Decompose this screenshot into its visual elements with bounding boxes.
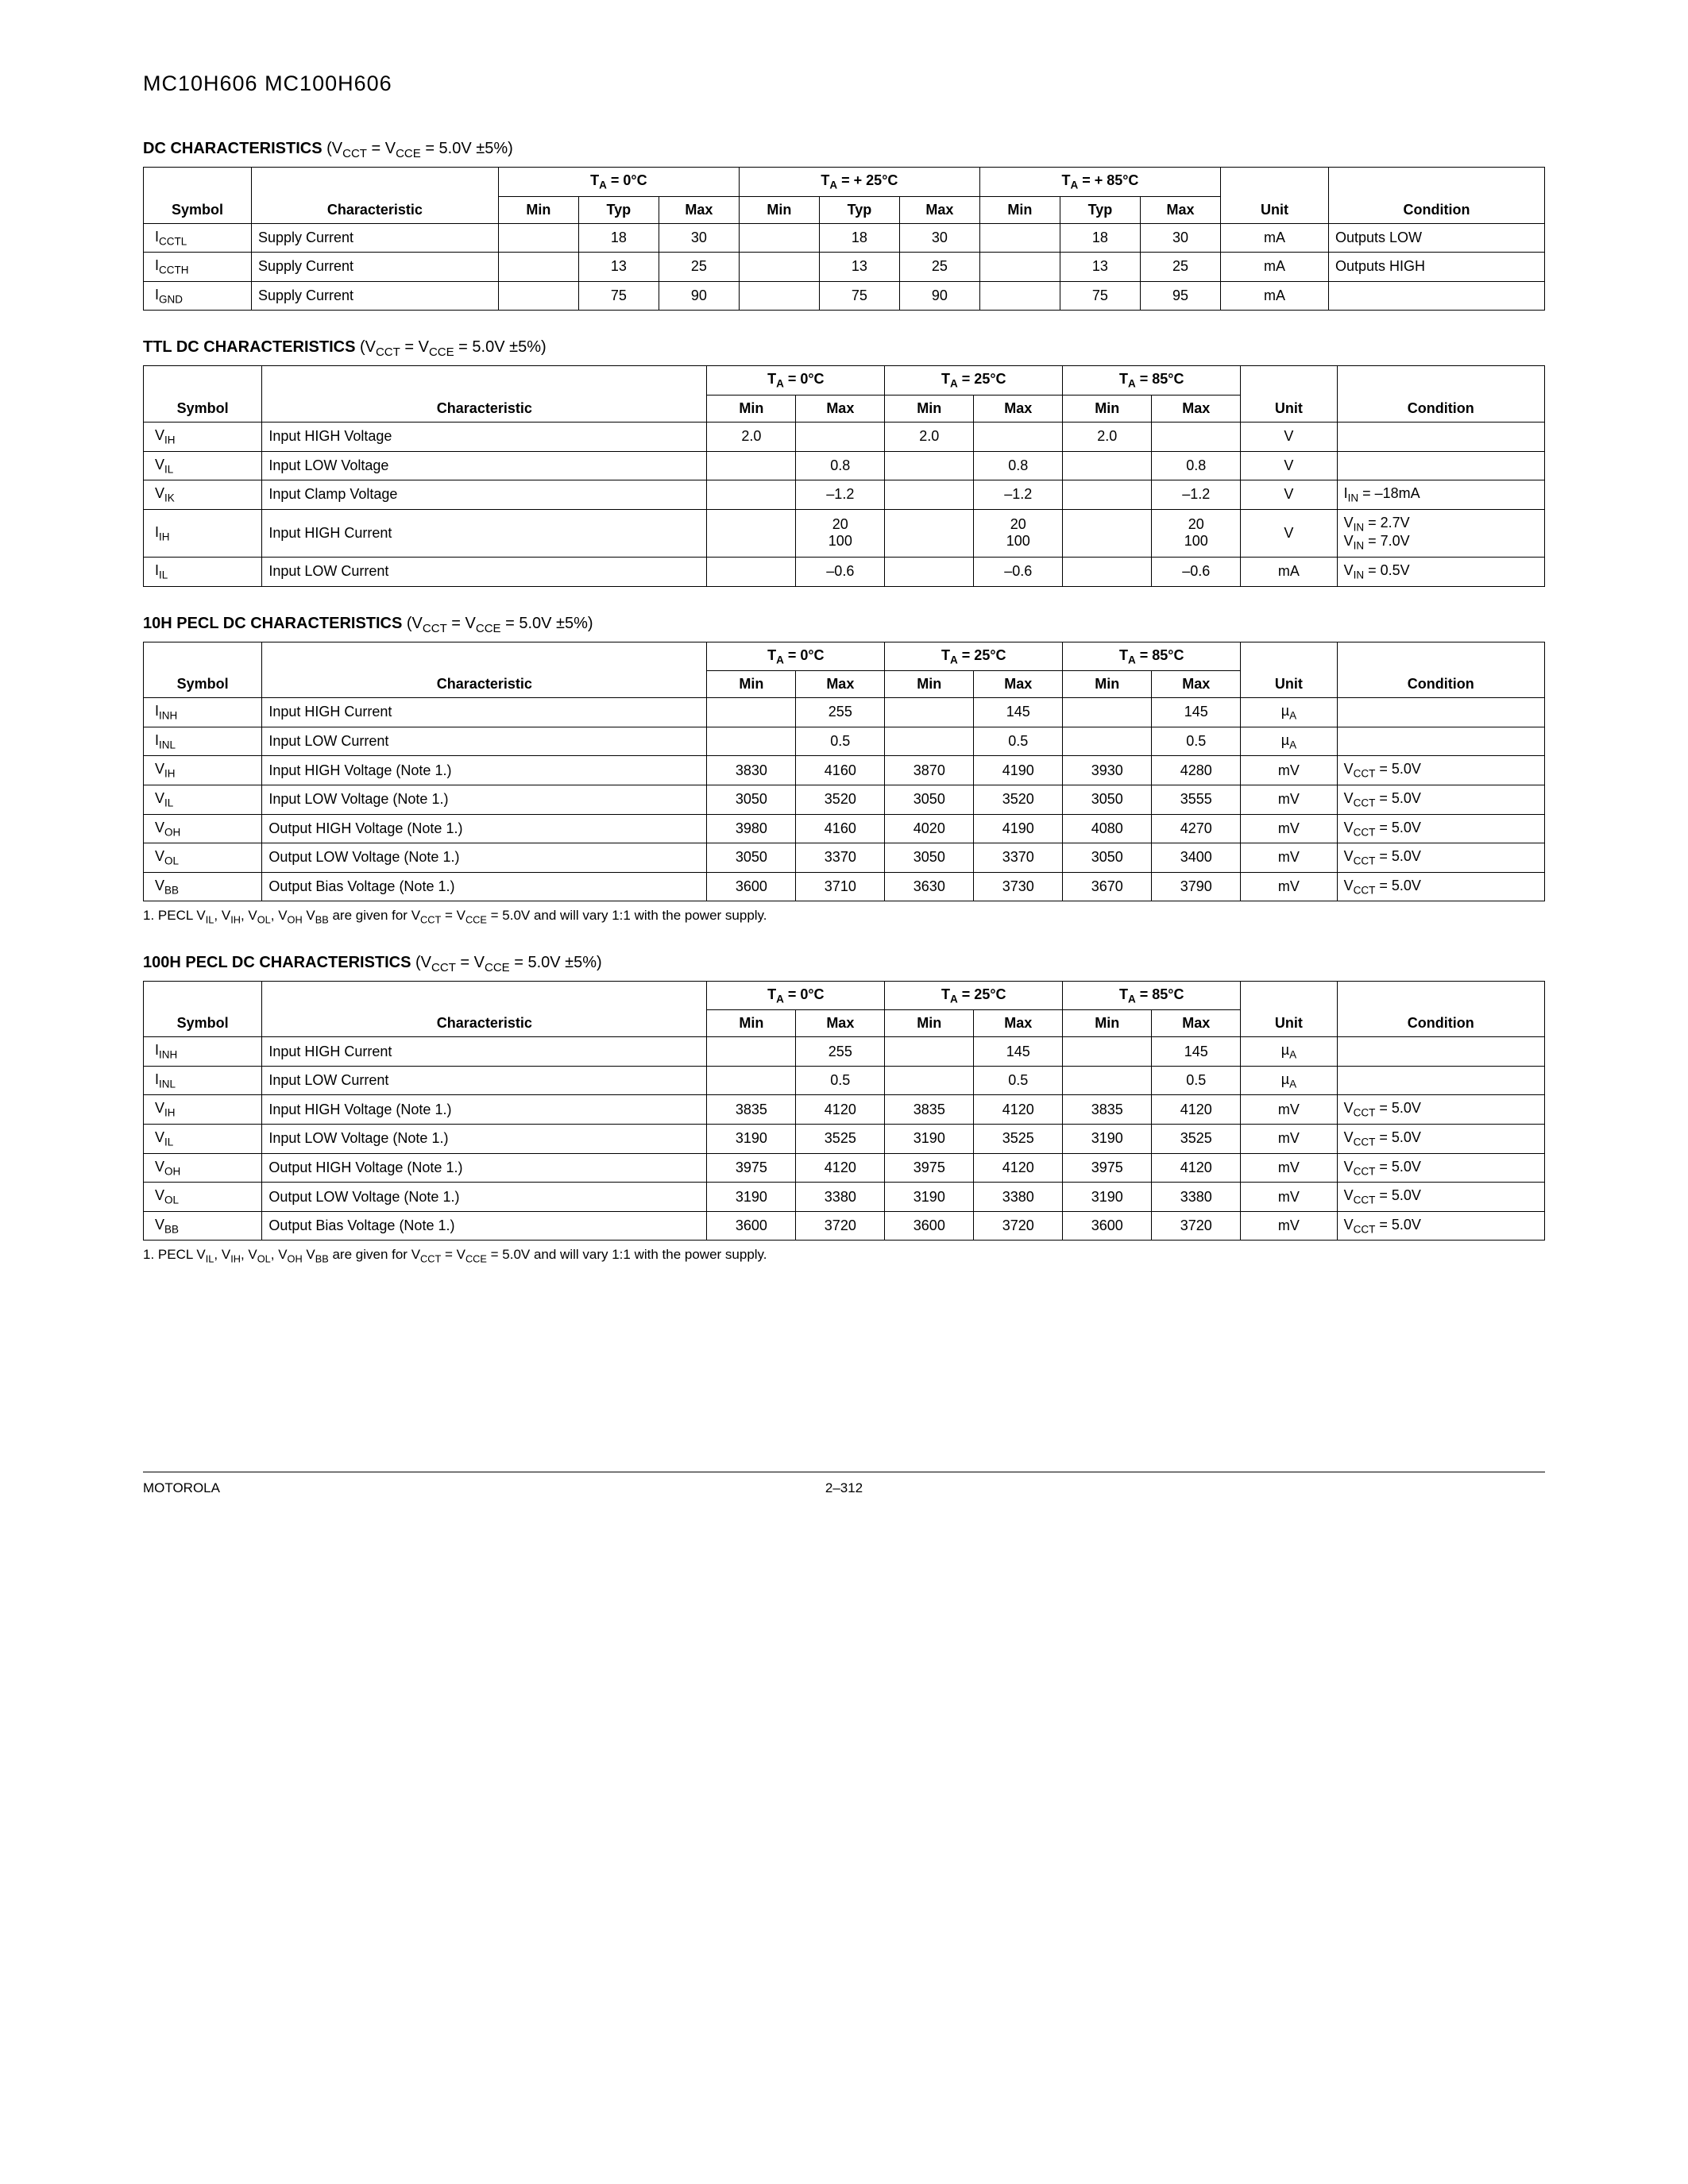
section-pecl100h: 100H PECL DC CHARACTERISTICS (VCCT = VCC…: [143, 954, 1545, 1265]
page-footer: MOTOROLA 2–312: [143, 1472, 1545, 1496]
table-row: VIHInput HIGH Voltage (Note 1.)383541203…: [144, 1095, 1545, 1125]
table-row: VILInput LOW Voltage0.80.80.8V: [144, 451, 1545, 480]
title-bold: DC CHARACTERISTICS: [143, 140, 323, 157]
table-row: VIHInput HIGH Voltage (Note 1.)383041603…: [144, 756, 1545, 785]
section-title-pecl10h: 10H PECL DC CHARACTERISTICS (VCCT = VCCE…: [143, 615, 1545, 635]
page-title: MC10H606 MC100H606: [143, 71, 1545, 96]
table-pecl100h: SymbolCharacteristicTA = 0°CTA = 25°CTA …: [143, 981, 1545, 1241]
section-title-dc: DC CHARACTERISTICS (VCCT = VCCE = 5.0V ±…: [143, 140, 1545, 160]
title-bold: 100H PECL DC CHARACTERISTICS: [143, 954, 411, 971]
section-title-pecl100h: 100H PECL DC CHARACTERISTICS (VCCT = VCC…: [143, 954, 1545, 974]
table-row: VIKInput Clamp Voltage–1.2–1.2–1.2VIIN =…: [144, 480, 1545, 510]
table-row: VBBOutput Bias Voltage (Note 1.)36003720…: [144, 1211, 1545, 1241]
table-row: IINHInput HIGH Current255145145µA: [144, 698, 1545, 727]
section-title-ttl: TTL DC CHARACTERISTICS (VCCT = VCCE = 5.…: [143, 338, 1545, 359]
table-row: VOHOutput HIGH Voltage (Note 1.)39754120…: [144, 1153, 1545, 1183]
table-row: VBBOutput Bias Voltage (Note 1.)36003710…: [144, 872, 1545, 901]
footer-pagenum: 2–312: [825, 1480, 863, 1496]
table-row: IINLInput LOW Current0.50.50.5µA: [144, 727, 1545, 756]
table-row: VOLOutput LOW Voltage (Note 1.)319033803…: [144, 1183, 1545, 1212]
footnote-pecl100h: 1. PECL VIL, VIH, VOL, VOH VBB are given…: [143, 1247, 1545, 1264]
table-row: ICCTLSupply Current183018301830mAOutputs…: [144, 223, 1545, 253]
footnote-pecl10h: 1. PECL VIL, VIH, VOL, VOH VBB are given…: [143, 908, 1545, 925]
table-dc: SymbolCharacteristicTA = 0°CTA = + 25°CT…: [143, 167, 1545, 311]
footer-vendor: MOTOROLA: [143, 1480, 220, 1496]
title-cond: (VCCT = VCCE = 5.0V ±5%): [323, 140, 513, 157]
section-pecl10h: 10H PECL DC CHARACTERISTICS (VCCT = VCCE…: [143, 615, 1545, 926]
table-row: IIHInput HIGH Current201002010020100VVIN…: [144, 509, 1545, 557]
table-row: VOLOutput LOW Voltage (Note 1.)305033703…: [144, 843, 1545, 873]
section-ttl: TTL DC CHARACTERISTICS (VCCT = VCCE = 5.…: [143, 338, 1545, 586]
table-row: IILInput LOW Current–0.6–0.6–0.6mAVIN = …: [144, 557, 1545, 586]
table-pecl10h: SymbolCharacteristicTA = 0°CTA = 25°CTA …: [143, 642, 1545, 902]
table-ttl: SymbolCharacteristicTA = 0°CTA = 25°CTA …: [143, 365, 1545, 586]
title-bold: TTL DC CHARACTERISTICS: [143, 338, 355, 356]
table-row: IINLInput LOW Current0.50.50.5µA: [144, 1066, 1545, 1095]
table-row: VILInput LOW Voltage (Note 1.)3050352030…: [144, 785, 1545, 814]
title-bold: 10H PECL DC CHARACTERISTICS: [143, 615, 402, 632]
table-row: IINHInput HIGH Current255145145µA: [144, 1037, 1545, 1067]
table-row: IGNDSupply Current759075907595mA: [144, 281, 1545, 311]
table-row: VIHInput HIGH Voltage2.02.02.0V: [144, 422, 1545, 451]
section-dc: DC CHARACTERISTICS (VCCT = VCCE = 5.0V ±…: [143, 140, 1545, 311]
table-row: ICCTHSupply Current132513251325mAOutputs…: [144, 253, 1545, 282]
table-row: VOHOutput HIGH Voltage (Note 1.)39804160…: [144, 814, 1545, 843]
table-row: VILInput LOW Voltage (Note 1.)3190352531…: [144, 1125, 1545, 1154]
